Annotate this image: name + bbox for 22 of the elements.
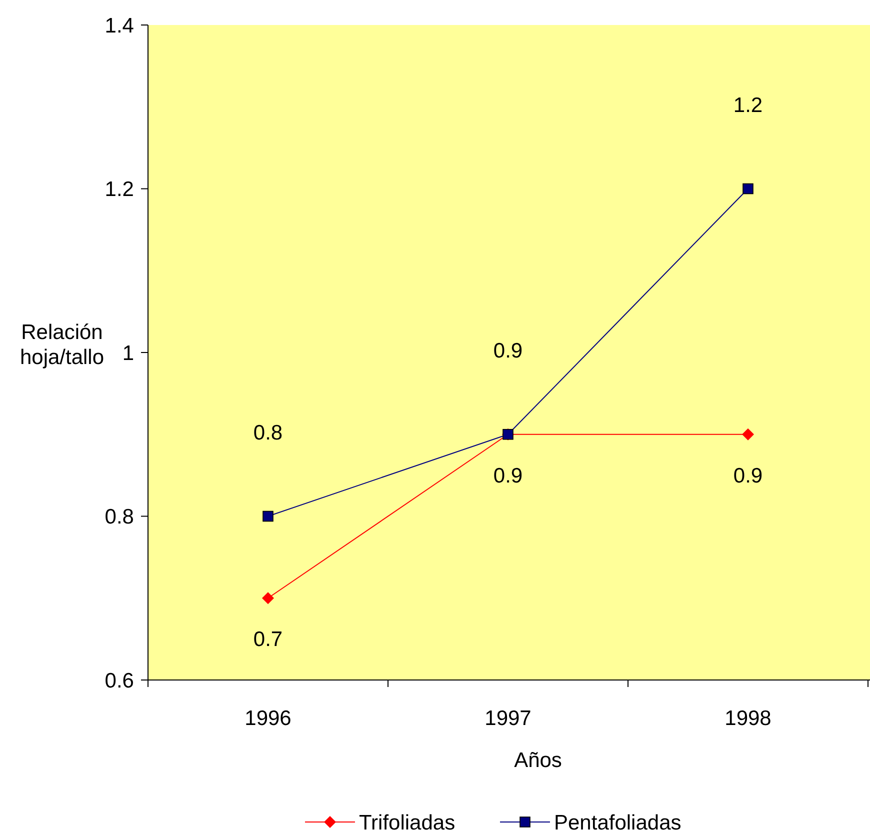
point bbox=[262, 592, 274, 604]
y-tick-label: 1 bbox=[122, 342, 134, 365]
data-label: 0.9 bbox=[493, 339, 523, 362]
y-tick-label: 1.4 bbox=[104, 14, 134, 38]
point bbox=[262, 510, 274, 522]
y-tick-label: 0.6 bbox=[104, 669, 134, 692]
data-label: 0.9 bbox=[493, 464, 523, 488]
y-tick-label: 0.8 bbox=[104, 506, 134, 529]
data-label: 1.2 bbox=[733, 94, 763, 117]
point bbox=[742, 183, 754, 194]
data-label: 0.7 bbox=[253, 628, 283, 652]
y-axis-title: Relación hoja/tallo bbox=[20, 321, 104, 369]
x-tick-label: 1996 bbox=[244, 707, 292, 730]
point bbox=[742, 428, 754, 440]
data-label: 0.8 bbox=[253, 421, 283, 444]
x-tick-label: 1998 bbox=[724, 707, 772, 730]
legend-label: Pentafoliadas bbox=[554, 811, 682, 834]
y-tick-label: 1.2 bbox=[104, 178, 134, 202]
data-label: 0.9 bbox=[733, 464, 763, 488]
legend-label: Trifoliadas bbox=[359, 811, 456, 834]
x-axis-title: Años bbox=[514, 749, 562, 772]
x-tick-label: 1997 bbox=[484, 707, 532, 730]
